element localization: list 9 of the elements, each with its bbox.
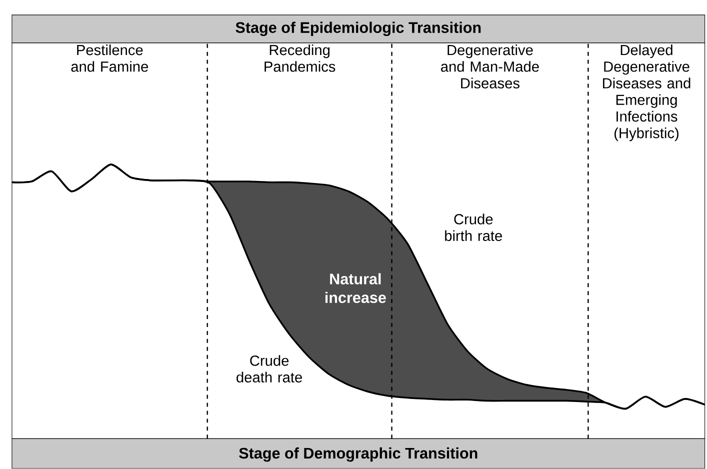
- x-axis-title: Stage of Demographic Transition: [239, 448, 478, 462]
- text: Delayed Degenerative Diseases and Emerging Infections (Hybristic): [602, 44, 690, 142]
- annotation: Natural increase: [325, 273, 386, 304]
- chart-title: Stage of Epidemiologic Transition: [236, 22, 481, 36]
- text: Receding Pandemics: [264, 44, 336, 72]
- text: Degenerative and Man-Made Diseases: [441, 44, 539, 89]
- text: Pestilence and Famine: [71, 44, 148, 72]
- series-label: Crude death rate: [236, 355, 302, 383]
- text: Crude birth rate: [445, 214, 502, 242]
